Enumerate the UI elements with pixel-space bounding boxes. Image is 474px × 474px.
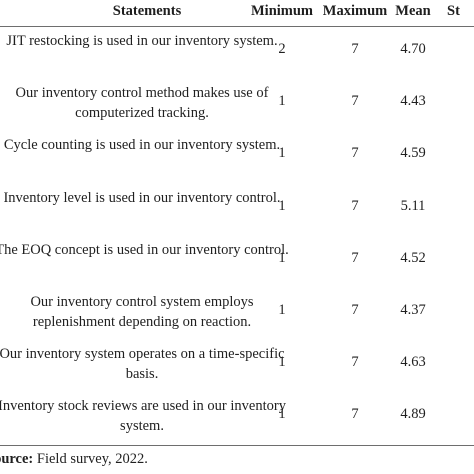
row-maximum: 7 [351, 302, 359, 318]
row-minimum: 1 [278, 197, 286, 214]
table-source-note: Source: Field survey, 2022. [0, 451, 148, 468]
row-maximum: 7 [351, 197, 359, 214]
row-mean: 4.43 [400, 93, 426, 110]
row-minimum: 2 [278, 41, 286, 57]
row-statement: The EOQ concept is used in our inventory… [0, 241, 289, 258]
row-maximum: 7 [351, 145, 359, 162]
row-maximum: 7 [351, 249, 359, 266]
table-row: Our inventory control method makes use o… [0, 79, 474, 130]
table-row: The EOQ concept is used in our inventory… [0, 236, 474, 287]
table-header-row: Statements Minimum Maximum Mean St [0, 0, 474, 26]
row-minimum: 1 [278, 406, 286, 423]
row-maximum: 7 [351, 93, 359, 110]
row-mean: 4.70 [400, 41, 426, 57]
row-statement: Our inventory control system employs rep… [30, 294, 254, 330]
table-row: Our inventory system operates on a time-… [0, 340, 474, 391]
row-minimum: 1 [278, 302, 286, 318]
header-mean: Mean [395, 3, 431, 19]
row-mean: 4.52 [400, 249, 426, 266]
row-minimum: 1 [278, 354, 286, 371]
table-bottom-rule [0, 445, 474, 446]
source-label: Source: [0, 451, 34, 467]
row-mean: 4.63 [400, 354, 426, 371]
table-row: Our inventory control system employs rep… [0, 288, 474, 339]
row-minimum: 1 [278, 249, 286, 266]
table-row: Inventory level is used in our inventory… [0, 184, 474, 235]
row-statement: Inventory stock reviews are used in our … [0, 398, 286, 435]
row-statement: Inventory level is used in our inventory… [3, 189, 281, 206]
row-maximum: 7 [351, 406, 359, 423]
row-statement: JIT restocking is used in our inventory … [6, 33, 278, 49]
row-minimum: 1 [278, 145, 286, 162]
row-mean: 5.11 [400, 197, 426, 214]
table-row: JIT restocking is used in our inventory … [0, 27, 474, 78]
header-maximum: Maximum [322, 3, 388, 19]
row-statement: Cycle counting is used in our inventory … [3, 137, 281, 154]
row-maximum: 7 [351, 41, 359, 57]
table-row: Cycle counting is used in our inventory … [0, 131, 474, 182]
row-statement: Our inventory control method makes use o… [15, 85, 269, 122]
table-row: Inventory stock reviews are used in our … [0, 392, 474, 443]
table-top-rule [0, 26, 474, 27]
row-minimum: 1 [278, 93, 286, 110]
source-text: Field survey, 2022. [36, 451, 148, 467]
header-minimum: Minimum [250, 3, 314, 19]
header-std-dev: St [447, 3, 460, 19]
row-statement: Our inventory system operates on a time-… [0, 346, 285, 383]
header-statements: Statements [112, 3, 182, 19]
row-maximum: 7 [351, 354, 359, 371]
row-mean: 4.59 [400, 145, 426, 162]
row-mean: 4.37 [400, 302, 426, 318]
row-mean: 4.89 [400, 406, 426, 423]
